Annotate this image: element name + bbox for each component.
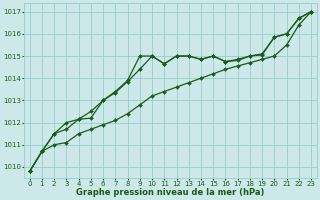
X-axis label: Graphe pression niveau de la mer (hPa): Graphe pression niveau de la mer (hPa) [76,188,265,197]
